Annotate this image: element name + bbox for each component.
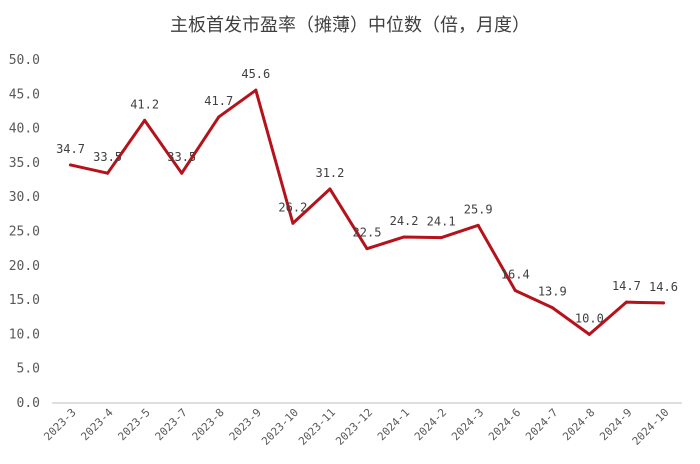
y-tick-label: 25.0 bbox=[9, 225, 40, 240]
data-point bbox=[180, 171, 184, 175]
x-tick-label: 2024-7 bbox=[523, 406, 560, 443]
data-label: 41.2 bbox=[130, 97, 159, 111]
y-axis: 0.0 5.0 10.0 15.0 20.0 25.0 30.0 35.0 40.0 45.0 50… bbox=[9, 53, 40, 411]
series-line bbox=[69, 88, 665, 336]
data-label: 16.4 bbox=[501, 267, 530, 281]
x-tick-label: 2023-5 bbox=[115, 406, 152, 443]
data-point bbox=[476, 223, 480, 227]
x-tick-label: 2023-8 bbox=[190, 406, 227, 443]
data-label: 22.5 bbox=[353, 226, 382, 240]
x-tick-label: 2024-6 bbox=[486, 406, 523, 443]
data-point bbox=[328, 187, 332, 191]
y-tick-label: 0.0 bbox=[17, 396, 40, 411]
y-tick-label: 45.0 bbox=[9, 87, 40, 102]
data-point bbox=[217, 115, 221, 119]
x-axis: 2023-3 2023-4 2023-5 2023-7 2023-8 2023-92023… bbox=[41, 402, 682, 448]
x-tick-label: 2023-3 bbox=[41, 406, 78, 443]
data-point bbox=[143, 118, 147, 122]
y-tick-label: 20.0 bbox=[9, 259, 40, 274]
data-point bbox=[587, 332, 591, 336]
data-label: 33.5 bbox=[93, 150, 122, 164]
y-tick-label: 5.0 bbox=[17, 362, 40, 377]
y-tick-label: 30.0 bbox=[9, 190, 40, 205]
data-point bbox=[69, 163, 73, 167]
x-tick-label: 2023-9 bbox=[227, 406, 264, 443]
x-tick-label: 2023-11 bbox=[296, 406, 338, 448]
data-label: 41.7 bbox=[204, 94, 233, 108]
y-tick-label: 40.0 bbox=[9, 122, 40, 137]
data-labels: 34.7 33.5 41.2 33.5 41.7 45.6 26.2 31.2 22.5 24.2… bbox=[56, 67, 678, 325]
data-point bbox=[550, 306, 554, 310]
x-tick-label: 2023-4 bbox=[78, 406, 116, 444]
data-point bbox=[439, 236, 443, 240]
x-tick-label: 2024-9 bbox=[597, 406, 634, 443]
data-point bbox=[513, 288, 517, 292]
data-point bbox=[365, 247, 369, 251]
series-group bbox=[69, 88, 665, 336]
x-tick-label: 2023-12 bbox=[333, 406, 375, 448]
chart-title: 主板首发市盈率（摊薄）中位数（倍，月度） bbox=[170, 15, 530, 36]
data-label: 24.1 bbox=[427, 215, 456, 229]
x-tick-label: 2023-7 bbox=[153, 406, 190, 443]
data-point bbox=[624, 300, 628, 304]
data-label: 14.7 bbox=[612, 279, 641, 293]
y-tick-label: 50.0 bbox=[9, 53, 40, 68]
data-label: 10.0 bbox=[575, 311, 604, 325]
x-tick-label: 2024-1 bbox=[375, 406, 412, 443]
data-point bbox=[254, 88, 258, 92]
x-tick-label: 2023-10 bbox=[259, 406, 301, 448]
y-tick-label: 35.0 bbox=[9, 156, 40, 171]
x-tick-label: 2024-10 bbox=[630, 406, 672, 448]
data-label: 34.7 bbox=[56, 142, 85, 156]
data-point bbox=[291, 221, 295, 225]
data-label: 24.2 bbox=[390, 214, 419, 228]
x-tick-label: 2024-2 bbox=[412, 406, 449, 443]
data-point bbox=[661, 301, 665, 305]
data-label: 33.5 bbox=[167, 150, 196, 164]
data-label: 45.6 bbox=[241, 67, 270, 81]
y-tick-label: 10.0 bbox=[9, 327, 40, 342]
x-tick-label: 2024-3 bbox=[449, 406, 486, 443]
data-label: 25.9 bbox=[464, 202, 493, 216]
y-tick-label: 15.0 bbox=[9, 293, 40, 308]
x-tick-label: 2024-8 bbox=[560, 406, 597, 443]
data-label: 26.2 bbox=[278, 200, 307, 214]
data-point bbox=[402, 235, 406, 239]
data-label: 13.9 bbox=[538, 285, 567, 299]
data-point bbox=[106, 171, 110, 175]
data-label: 14.6 bbox=[649, 280, 678, 294]
data-label: 31.2 bbox=[315, 166, 344, 180]
